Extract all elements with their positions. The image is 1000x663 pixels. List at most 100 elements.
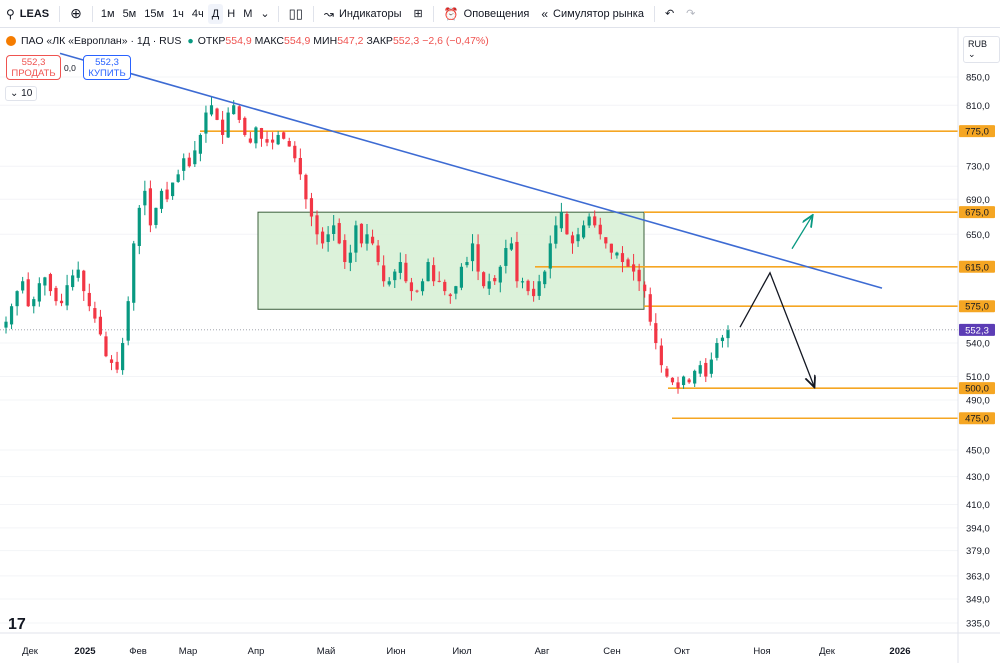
candle-body [715, 343, 719, 358]
grid [0, 76, 958, 624]
candle-body [82, 270, 86, 292]
low-value: 547,2 [337, 35, 364, 47]
candle-body [543, 271, 547, 285]
compare-button[interactable]: ⊕ [64, 0, 88, 28]
interval-day[interactable]: Д [207, 3, 224, 24]
volume-toggle-value: 10 [21, 88, 33, 99]
y-tick-label: 349,0 [966, 594, 990, 605]
x-tick-label: Ноя [753, 646, 770, 657]
x-tick-label: Июл [452, 646, 471, 657]
candle-body [631, 264, 636, 272]
candle-body [37, 283, 41, 302]
candle-body [226, 112, 230, 138]
currency-select[interactable]: RUB ⌄ [963, 36, 1000, 63]
candle-body [115, 361, 119, 370]
interval-week[interactable]: Н [227, 7, 236, 20]
candle-body [137, 207, 141, 246]
sell-price: 552,3 [21, 57, 46, 68]
sell-label: ПРОДАТЬ [11, 68, 56, 79]
candle-body [282, 132, 286, 139]
candle-body [387, 281, 391, 285]
candle-body [482, 272, 486, 287]
candle-body [698, 365, 702, 374]
search-icon: ⚲ [6, 6, 15, 21]
bullish-scenario-arrow [791, 216, 812, 250]
candle-body [71, 275, 75, 288]
close-value: 552,3 [392, 35, 420, 47]
interval-15m[interactable]: 15м [144, 7, 165, 20]
level-price-tag [959, 260, 995, 273]
interval-dropdown[interactable]: ⌄ [256, 0, 273, 28]
time-axis[interactable]: Дек 2025 Фев Мар Апр Май Июн Июл Авг Сен Окт Ноя Дек… [0, 632, 1000, 657]
candle-body [193, 150, 197, 165]
candle-body [87, 292, 91, 307]
alerts-label: Оповещения [463, 7, 530, 20]
sell-button[interactable]: 552,3 ПРОДАТЬ [6, 55, 61, 80]
candle-body [415, 290, 419, 292]
x-tick-label: 2025 [74, 646, 96, 657]
alerts-button[interactable]: ⏰ Оповещения [438, 0, 536, 28]
candle-body [615, 252, 619, 256]
chevron-down-icon: ⌄ [260, 8, 270, 20]
candle-body [643, 284, 647, 292]
indicators-button[interactable]: ↝ Индикаторы [318, 0, 408, 28]
candle-body [709, 359, 713, 374]
candle-body [626, 259, 630, 267]
high-label: МАКС [254, 35, 285, 47]
candle-body [348, 252, 352, 263]
candle-body [293, 145, 297, 159]
candle-body [187, 157, 191, 167]
candle-body [393, 271, 397, 281]
legend-dot-icon: ● [187, 35, 194, 47]
candle-body [59, 300, 64, 304]
candle-body [365, 234, 369, 244]
level-price-tag [959, 125, 995, 138]
candle-body [704, 362, 708, 377]
candle-body [126, 301, 130, 341]
interval-5m[interactable]: 5м [122, 7, 137, 20]
chevron-down-icon: ⌄ [968, 49, 976, 59]
descending-trendline [59, 52, 883, 289]
candle-body [359, 223, 364, 244]
candle-body [565, 213, 569, 235]
interval-month[interactable]: М [243, 7, 253, 20]
x-tick-label: 2026 [889, 646, 910, 657]
interval-1h[interactable]: 1ч [172, 7, 184, 20]
price-chart[interactable]: 850,0 810,0 730,0 690,0 650,0 540,0 510,0 490,0… [0, 28, 1000, 663]
y-tick-label: 690,0 [966, 195, 990, 206]
x-tick-label: Апр [248, 646, 265, 657]
candle-body [537, 281, 541, 296]
candle-body [509, 243, 513, 250]
candle-body [504, 248, 508, 266]
replay-button[interactable]: « Симулятор рынка [535, 0, 650, 28]
buy-button[interactable]: 552,3 КУПИТЬ [83, 55, 131, 80]
candle-body [520, 281, 525, 283]
chart-type-button[interactable]: ▯▯ [283, 0, 309, 28]
interval-1m[interactable]: 1м [100, 7, 115, 20]
y-tick-label: 850,0 [966, 73, 990, 84]
chevron-icon: ⌄ [10, 88, 19, 99]
undo-button[interactable]: ↶ [659, 0, 680, 28]
scenario-arrows [739, 216, 814, 386]
interval-4h[interactable]: 4ч [191, 7, 204, 20]
level-price-label: 500,0 [965, 384, 989, 395]
candle-body [21, 281, 25, 291]
y-tick-label: 430,0 [966, 472, 990, 483]
redo-button[interactable]: ↷ [680, 0, 701, 28]
symbol-search[interactable]: ⚲ LEAS [0, 0, 55, 28]
indicators-icon: ↝ [323, 6, 334, 21]
candle-body [259, 127, 264, 139]
candle-body [693, 370, 697, 384]
spread-value: 0,0 [64, 63, 76, 73]
candle-body [593, 216, 597, 226]
layouts-button[interactable]: ⊞ [407, 0, 428, 28]
price-axis[interactable]: 850,0 810,0 730,0 690,0 650,0 540,0 510,0 490,0… [957, 28, 995, 663]
candle-body [204, 112, 208, 134]
candle-body [287, 140, 291, 147]
candle-body [237, 106, 241, 120]
candle-body [687, 379, 691, 383]
volume-toggle[interactable]: ⌄ 10 [5, 86, 38, 101]
candle-body [354, 225, 358, 253]
horizontal-levels [0, 130, 958, 420]
level-price-tag [959, 206, 995, 219]
